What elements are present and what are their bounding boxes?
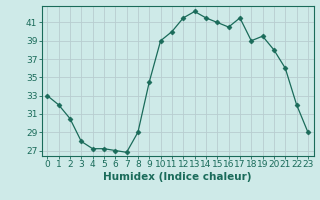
X-axis label: Humidex (Indice chaleur): Humidex (Indice chaleur) [103,172,252,182]
